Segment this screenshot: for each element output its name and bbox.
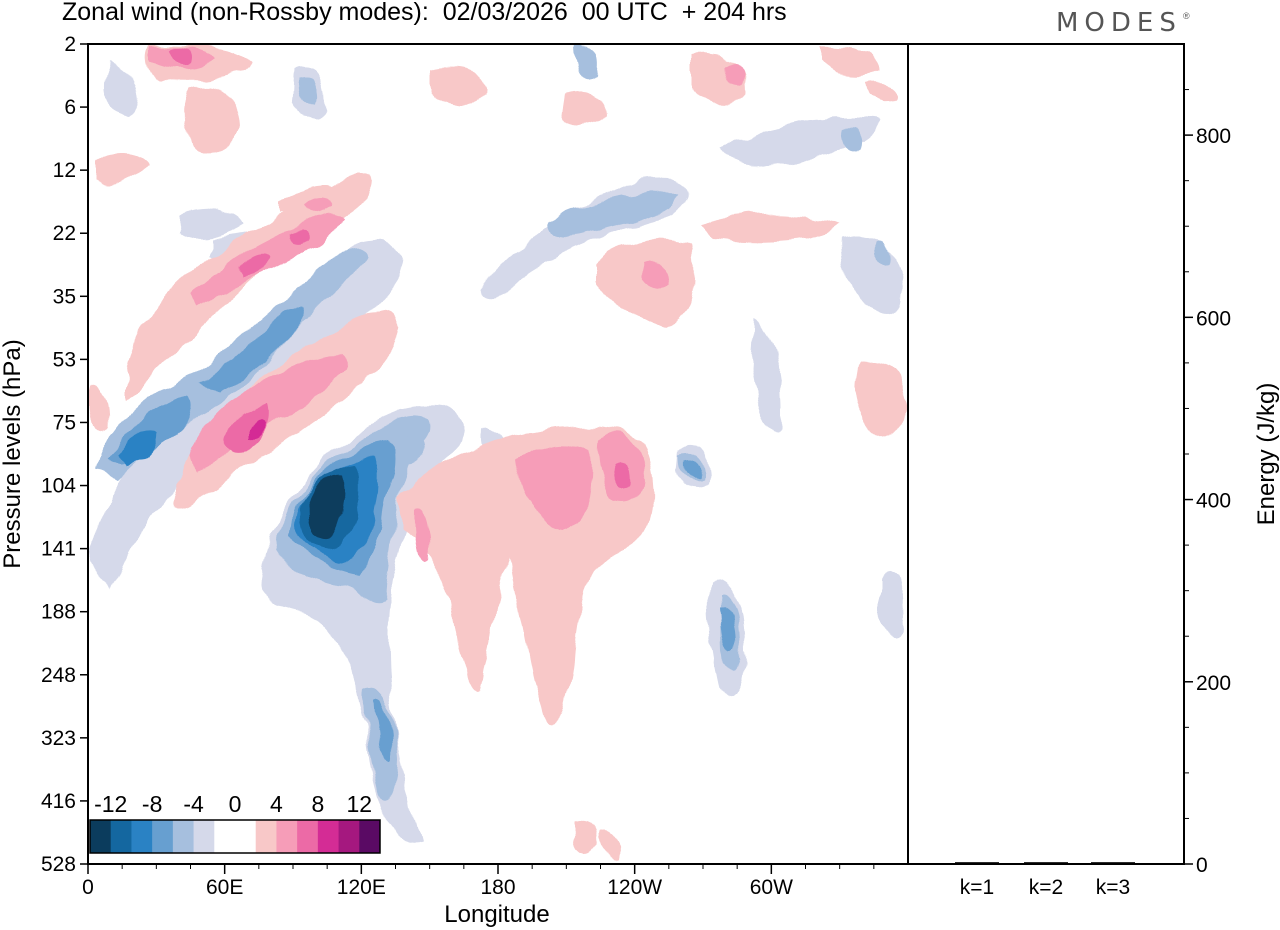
y-tick-label-3: 22: [53, 222, 76, 245]
energy-category-k=1: k=1: [960, 876, 994, 899]
x-tick-label-4: 120W: [607, 876, 662, 899]
colorbar-label-6: 12: [346, 791, 372, 817]
y-tick-label-4: 35: [53, 285, 76, 308]
y-tick-label-7: 104: [41, 475, 76, 498]
energy-bar-k=1: [955, 862, 999, 864]
x-tick-label-2: 120E: [337, 876, 386, 899]
y-tick-label-12: 416: [41, 790, 76, 813]
colorbar-swatch-12: [338, 820, 360, 853]
contour-level-plus9: [250, 420, 268, 440]
colorbar-swatch-11: [317, 820, 340, 853]
energy-tick-label-0: 0: [1196, 854, 1208, 877]
y-axis-label: Pressure levels (hPa): [0, 339, 26, 568]
y-tick-label-10: 248: [41, 664, 76, 687]
y-tick-label-13: 528: [41, 853, 76, 876]
energy-tick-label-4: 800: [1196, 125, 1231, 148]
colorbar-frame: [89, 819, 381, 854]
colorbar-swatch-6: [214, 820, 236, 853]
contour-field: [90, 44, 905, 859]
y-tick-label-6: 75: [53, 411, 76, 434]
energy-axis-ticks: 0 200 400 600 800: [1184, 89, 1231, 877]
x-tick-label-3: 180: [480, 876, 515, 899]
y-tick-label-11: 323: [41, 727, 76, 750]
colorbar-swatch-4: [172, 820, 195, 853]
colorbar-swatch-8: [255, 820, 277, 853]
colorbar-swatch-0: [90, 820, 112, 853]
energy-tick-label-2: 400: [1196, 490, 1231, 513]
colorbar-labels: -12 -8 -4 0 4 8 12: [94, 791, 372, 817]
brand-registered-mark: ®: [1183, 11, 1190, 21]
colorbar-swatch-9: [276, 820, 298, 853]
energy-category-labels: k=1 k=2 k=3: [960, 876, 1130, 899]
energy-category-k=3: k=3: [1096, 876, 1130, 899]
energy-category-k=2: k=2: [1029, 876, 1063, 899]
x-axis-label: Longitude: [444, 901, 549, 928]
colorbar-label-5: 8: [311, 791, 324, 817]
colorbar-swatch-7: [235, 820, 257, 853]
x-tick-label-0: 0: [82, 876, 94, 899]
y-tick-label-2: 12: [53, 159, 76, 182]
colorbar-swatch-1: [110, 820, 132, 853]
energy-bar-k=2: [1024, 862, 1068, 864]
x-axis-ticks: 0 60E 120E 180 120W 60W: [82, 864, 875, 899]
energy-tick-label-1: 200: [1196, 672, 1231, 695]
colorbar-swatch-3: [152, 820, 174, 853]
y-tick-label-8: 141: [41, 538, 76, 561]
y-tick-label-9: 188: [41, 601, 76, 624]
colorbar-label-3: 0: [229, 791, 242, 817]
colorbar-label-2: -4: [183, 791, 204, 817]
colorbar-swatch-10: [297, 820, 319, 853]
energy-bars: [955, 862, 1135, 864]
brand-logo: MODES: [1056, 8, 1182, 38]
contour-level-plus7: [170, 47, 631, 490]
x-tick-label-5: 60W: [750, 876, 793, 899]
energy-bar-k=3: [1091, 862, 1135, 864]
colorbar-label-0: -12: [94, 791, 127, 817]
chart-title: Zonal wind (non-Rossby modes): 02/03/202…: [62, 0, 787, 26]
colorbar-swatch-2: [131, 820, 153, 853]
y-tick-label-0: 2: [64, 33, 76, 56]
colorbar-swatch-5: [193, 820, 215, 853]
energy-panel-frame: [907, 43, 1185, 865]
y-axis-ticks: 2 6 12 22 35 53 75 104 141 188 248 323 416 528: [41, 33, 88, 876]
colorbar: [89, 819, 381, 854]
x-tick-label-1: 60E: [206, 876, 243, 899]
y-tick-label-5: 53: [53, 348, 76, 371]
y-tick-label-1: 6: [64, 96, 76, 119]
colorbar-label-4: 4: [270, 791, 283, 817]
contour-level-minus13: [308, 475, 346, 537]
energy-axis-label: Energy (J/kg): [1253, 383, 1280, 526]
colorbar-swatch-13: [359, 820, 381, 853]
colorbar-label-1: -8: [142, 791, 162, 817]
energy-tick-label-3: 600: [1196, 307, 1231, 330]
